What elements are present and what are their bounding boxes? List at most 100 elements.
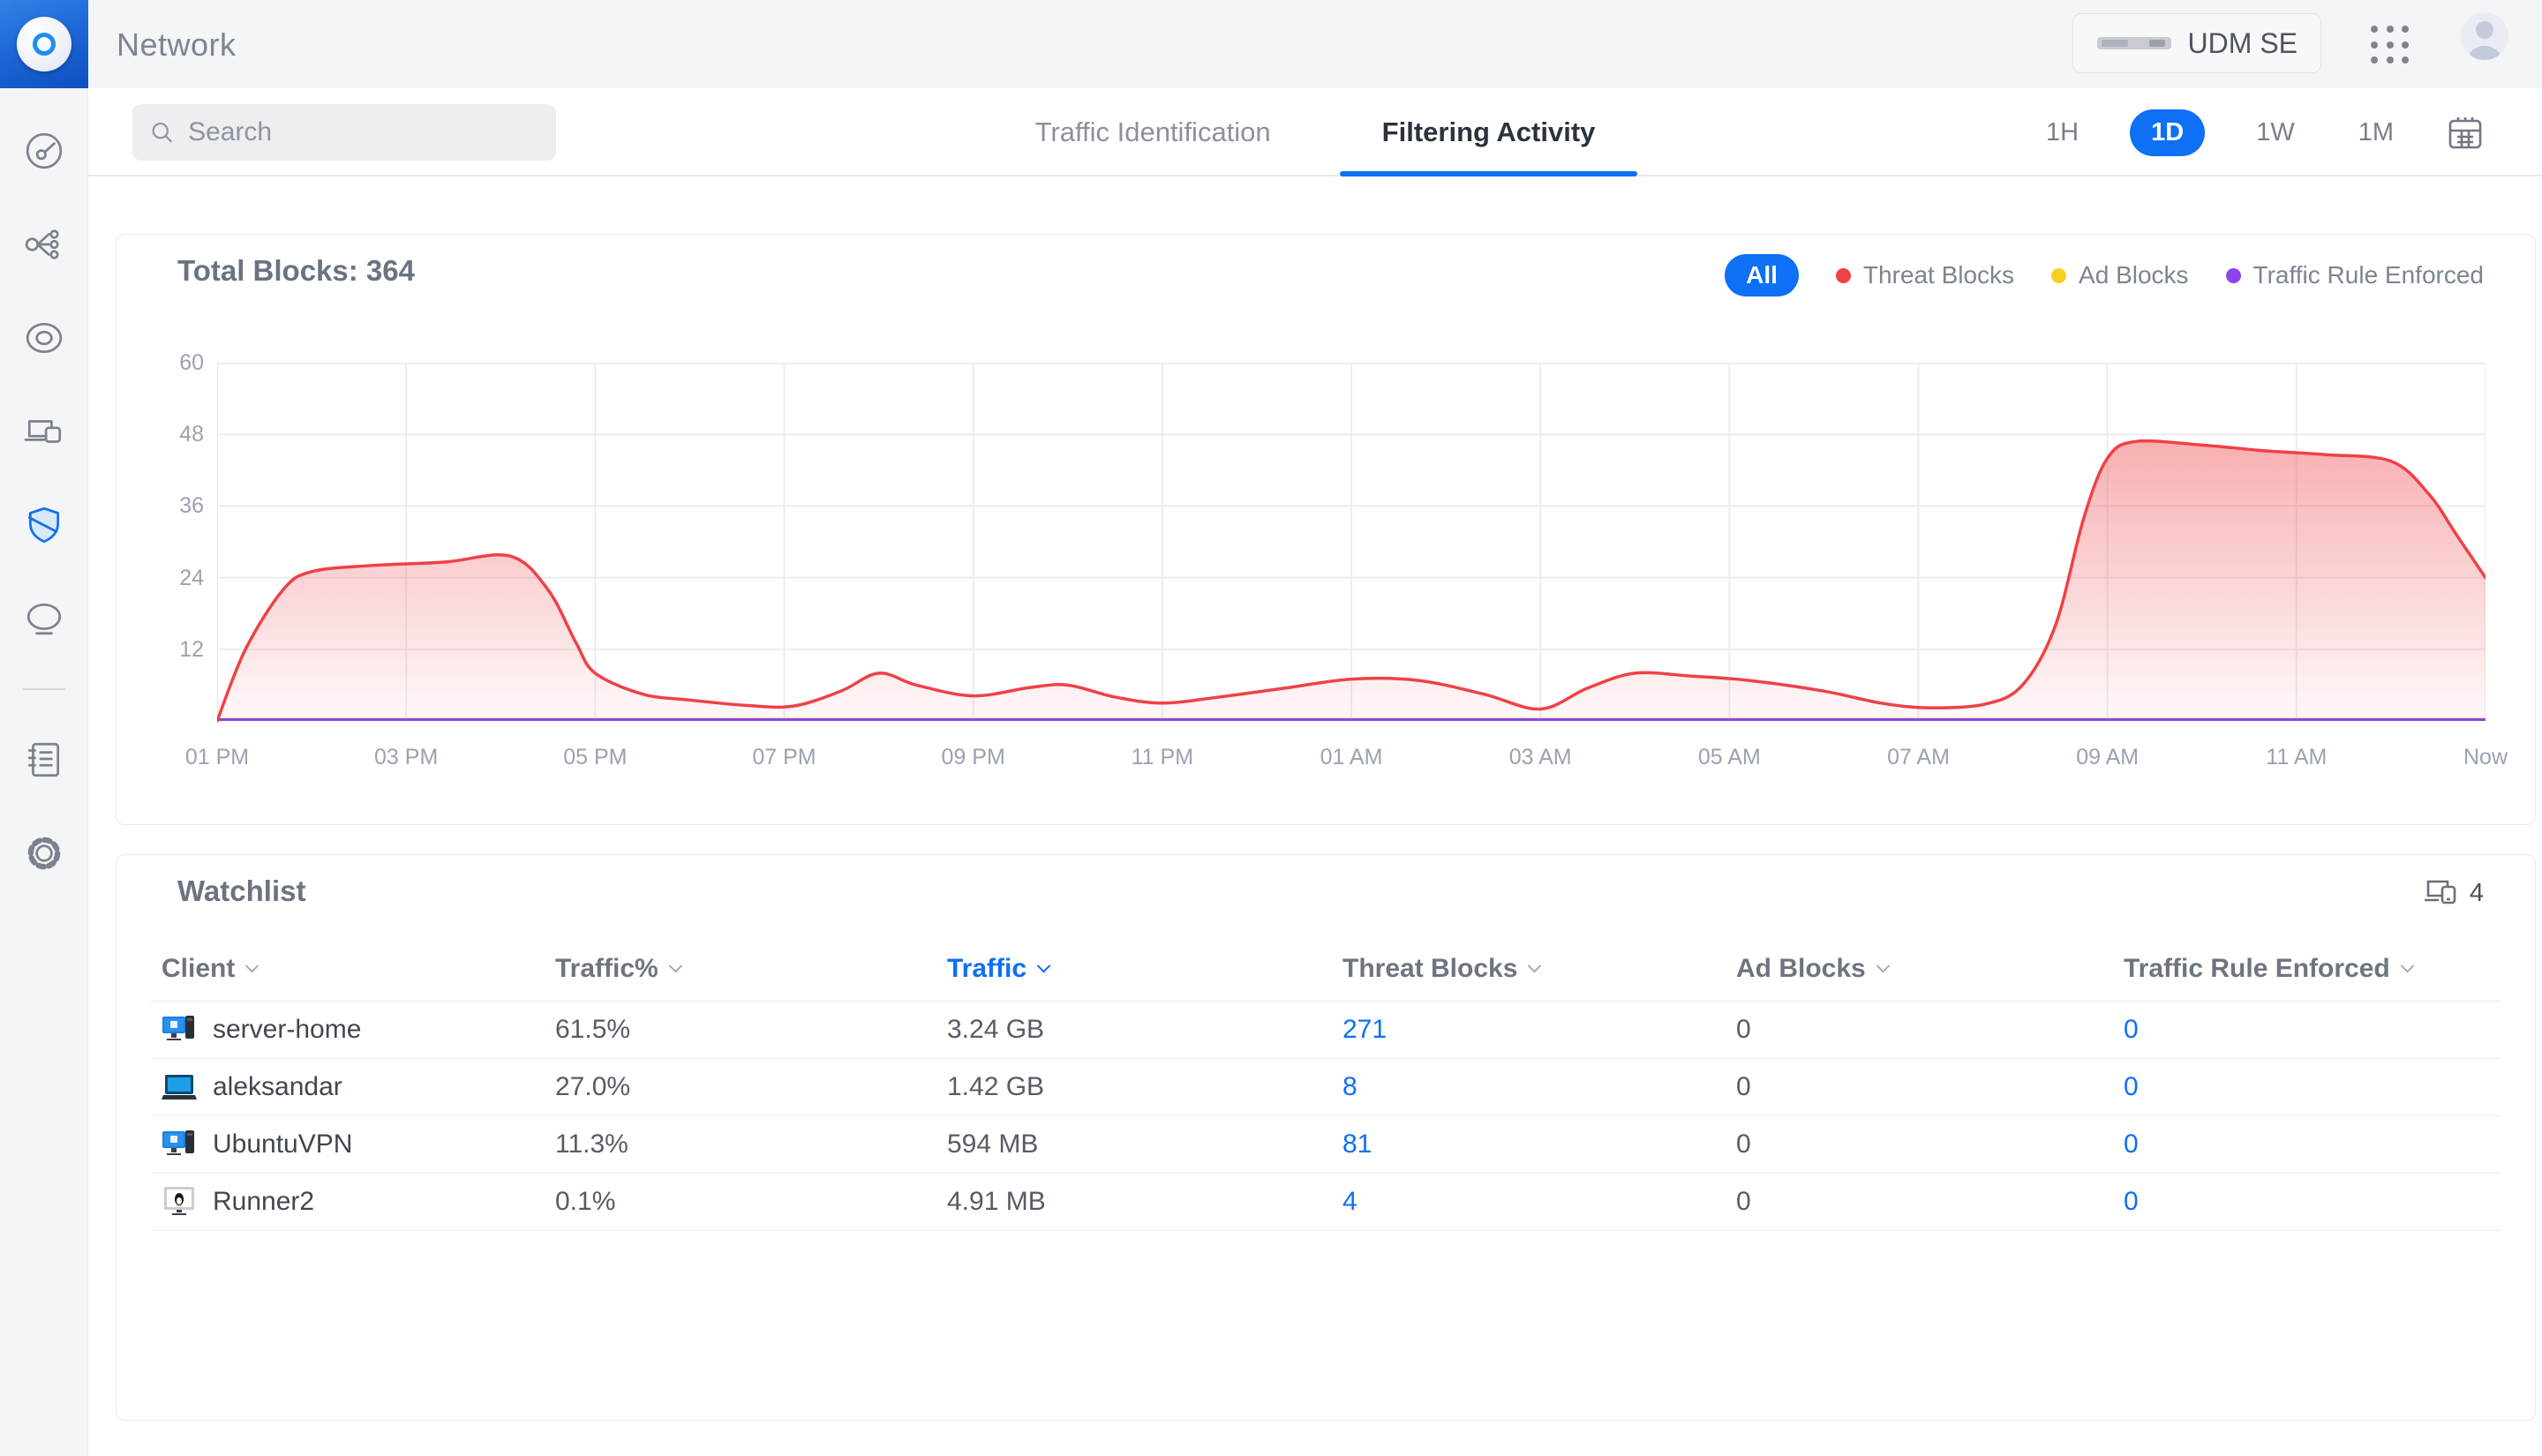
client-cell[interactable]: Runner2	[162, 1184, 555, 1220]
search-icon	[152, 122, 173, 143]
sidebar-divider	[23, 688, 65, 690]
watchlist-title: Watchlist	[177, 874, 306, 907]
sidebar-item-settings[interactable]	[0, 807, 88, 900]
search-box[interactable]	[132, 104, 556, 161]
column-label: Traffic%	[555, 953, 658, 983]
watchlist-table: Client Traffic% Traffic Threat Blocks Ad Blo…	[151, 936, 2501, 1231]
x-tick-label: 03 AM	[1508, 745, 1572, 769]
sidebar-item-system-log[interactable]	[0, 713, 88, 807]
legend-label: Threat Blocks	[1862, 261, 2015, 289]
chart-x-axis: 01 PM 03 PM 05 PM 07 PM 09 PM 11 PM 01 AM 03 AM…	[185, 745, 2508, 780]
x-tick-label: 05 AM	[1697, 745, 1761, 769]
range-1m[interactable]: 1M	[2358, 117, 2394, 146]
sidebar-item-wifi[interactable]	[0, 572, 88, 665]
traffic-cell: 594 MB	[947, 1130, 1039, 1159]
blocks-area-chart	[215, 363, 2487, 723]
tab-traffic-identification[interactable]: Traffic Identification	[1034, 116, 1271, 147]
monitor-linux-icon	[164, 1187, 194, 1215]
tab-filtering-activity[interactable]: Filtering Activity	[1339, 88, 1638, 176]
sidebar-item-client-devices[interactable]	[0, 385, 88, 478]
shield-slash-icon	[27, 507, 60, 544]
watchlist-header-row: Client Traffic% Traffic Threat Blocks Ad Blo…	[151, 936, 2501, 1002]
chevron-down-icon	[2400, 958, 2415, 973]
range-1d[interactable]: 1D	[2130, 109, 2206, 156]
traffic-rule-cell[interactable]: 0	[2124, 1015, 2139, 1044]
table-row-Runner2[interactable]: Runner2 0.1% 4.91 MB 4 0 0	[151, 1174, 2501, 1231]
column-header-ad-blocks[interactable]: Ad Blocks	[1736, 954, 2124, 984]
threat-blocks-cell[interactable]: 81	[1342, 1130, 1373, 1159]
topbar: Network UDM SE	[88, 0, 2542, 88]
client-cell[interactable]: server-home	[162, 1012, 555, 1047]
y-tick-label: 60	[179, 350, 204, 375]
legend-item-ad-blocks[interactable]: Ad Blocks	[2051, 261, 2189, 289]
column-header-traffic-rule-enforced[interactable]: Traffic Rule Enforced	[2124, 954, 2501, 984]
desktop-tower-icon	[162, 1016, 194, 1040]
traffic-rule-cell[interactable]: 0	[2124, 1187, 2139, 1216]
traffic-rule-cell[interactable]: 0	[2124, 1072, 2139, 1101]
y-tick-label: 24	[179, 565, 204, 590]
ad-blocks-cell: 0	[1736, 1072, 1751, 1101]
unifi-logo-ring	[33, 33, 56, 56]
ad-blocks-cell: 0	[1736, 1187, 1751, 1216]
sidebar-item-security[interactable]	[0, 478, 88, 572]
unifi-logo-disc	[17, 17, 71, 71]
console-device-icon	[2096, 37, 2171, 49]
table-row-aleksandar[interactable]: aleksandar 27.0% 1.42 GB 8 0 0	[151, 1059, 2501, 1116]
legend-label: Ad Blocks	[2079, 261, 2189, 289]
donut-icon	[26, 322, 63, 354]
traffic-pct-cell: 11.3%	[555, 1130, 628, 1159]
table-row-server-home[interactable]: server-home 61.5% 3.24 GB 271 0 0	[151, 1002, 2501, 1059]
client-cell[interactable]: aleksandar	[162, 1069, 555, 1105]
threat-blocks-cell[interactable]: 4	[1342, 1187, 1357, 1216]
chevron-down-icon	[1036, 958, 1051, 973]
client-name: server-home	[213, 1015, 362, 1044]
chevron-down-icon	[245, 958, 259, 973]
range-1h[interactable]: 1H	[2046, 117, 2079, 146]
client-cell[interactable]: UbuntuVPN	[162, 1127, 555, 1162]
legend-item-traffic-rule-enforced[interactable]: Traffic Rule Enforced	[2225, 261, 2484, 289]
x-tick-label: 11 AM	[2266, 745, 2328, 769]
watchlist-card: Watchlist 4 Client Traffic% Traffic Threat …	[116, 854, 2536, 1421]
range-1w[interactable]: 1W	[2256, 117, 2295, 146]
column-header-traffic[interactable]: Traffic	[947, 954, 1342, 984]
column-header-traffic[interactable]: Traffic%	[555, 954, 947, 984]
app-title: Network	[117, 26, 237, 63]
sidebar-item-unifi-devices[interactable]	[0, 291, 88, 385]
user-avatar[interactable]	[2461, 12, 2508, 60]
legend-dot	[2225, 267, 2241, 283]
client-devices-icon	[24, 420, 62, 443]
search-input[interactable]	[188, 117, 538, 147]
console-selector-button[interactable]: UDM SE	[2072, 13, 2321, 73]
column-label: Traffic Rule Enforced	[2124, 953, 2390, 983]
x-tick-label: 07 PM	[752, 745, 816, 769]
column-header-client[interactable]: Client	[162, 954, 555, 984]
traffic-pct-cell: 0.1%	[555, 1187, 616, 1216]
column-label: Threat Blocks	[1342, 953, 1518, 983]
traffic-cell: 4.91 MB	[947, 1187, 1046, 1216]
traffic-pct-cell: 61.5%	[555, 1015, 631, 1044]
sidebar-item-dashboard[interactable]	[0, 104, 88, 198]
y-tick-label: 48	[179, 422, 204, 447]
column-label: Traffic	[947, 953, 1027, 983]
y-tick-label: 12	[179, 636, 204, 662]
calendar-button[interactable]	[2445, 112, 2486, 153]
legend-dot	[1835, 267, 1851, 283]
legend-item-threat-blocks[interactable]: Threat Blocks	[1835, 261, 2015, 289]
device-count: 4	[2424, 878, 2484, 908]
traffic-rule-cell[interactable]: 0	[2124, 1130, 2139, 1159]
table-row-UbuntuVPN[interactable]: UbuntuVPN 11.3% 594 MB 81 0 0	[151, 1116, 2501, 1174]
x-tick-label: Now	[2463, 745, 2508, 769]
ad-blocks-cell: 0	[1736, 1015, 1751, 1044]
unifi-logo[interactable]	[0, 0, 88, 88]
chart-title: Total Blocks: 364	[177, 254, 415, 287]
threat-blocks-cell[interactable]: 8	[1342, 1072, 1357, 1101]
client-name: Runner2	[213, 1187, 315, 1216]
apps-grid-icon[interactable]	[2371, 26, 2410, 64]
traffic-cell: 3.24 GB	[947, 1015, 1045, 1044]
sidebar-item-topology[interactable]	[0, 198, 88, 291]
x-tick-label: 01 AM	[1320, 745, 1383, 769]
legend-filter-all[interactable]: All	[1725, 254, 1799, 296]
x-tick-label: 07 AM	[1887, 745, 1950, 769]
threat-blocks-cell[interactable]: 271	[1342, 1015, 1388, 1044]
column-header-threat-blocks[interactable]: Threat Blocks	[1342, 954, 1736, 984]
